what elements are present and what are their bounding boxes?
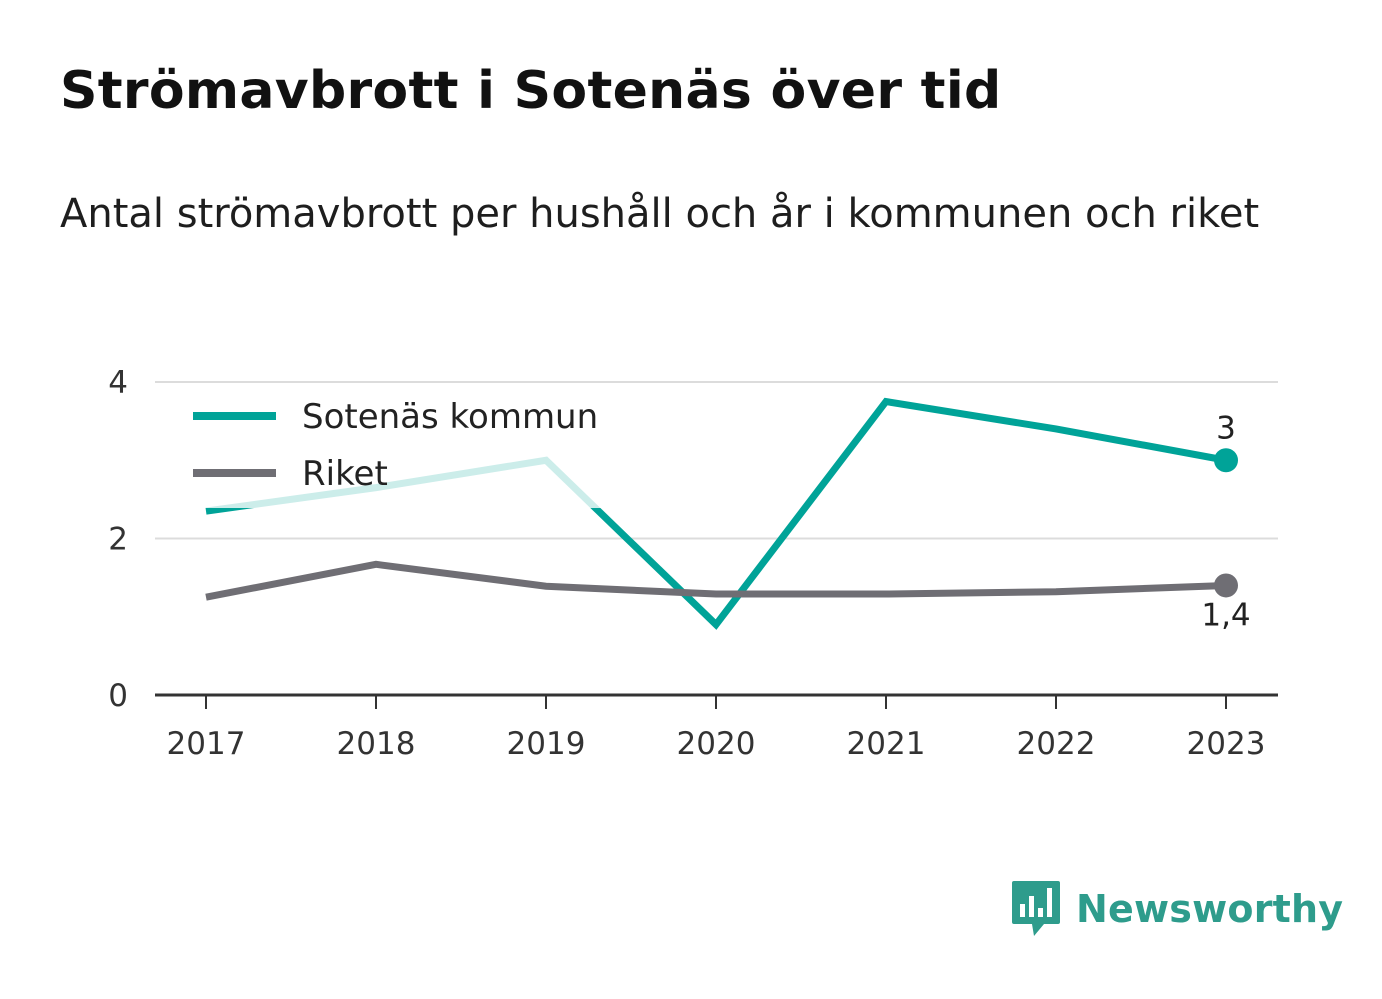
y-tick-label: 0 — [108, 678, 128, 714]
legend-label-0: Sotenäs kommun — [302, 397, 598, 437]
data-labels: 31,4 — [1201, 410, 1250, 633]
y-tick-label: 4 — [108, 365, 128, 401]
x-tick-label: 2018 — [337, 726, 416, 762]
chart-subtitle: Antal strömavbrott per hushåll och år i … — [60, 191, 1260, 237]
x-tick-label: 2023 — [1187, 726, 1266, 762]
series-end-marker-1 — [1214, 573, 1238, 598]
legend: Sotenäs kommun Riket — [160, 386, 620, 508]
y-tick-label: 2 — [108, 522, 128, 558]
x-tick-label: 2019 — [507, 726, 586, 762]
chart-title: Strömavbrott i Sotenäs över tid — [60, 61, 1002, 121]
x-tick-label: 2020 — [677, 726, 756, 762]
legend-background — [160, 386, 620, 508]
end-value-label-1: 1,4 — [1201, 597, 1250, 633]
x-tick-label: 2017 — [167, 726, 246, 762]
legend-label-1: Riket — [302, 454, 388, 494]
series-line-1 — [205, 560, 1227, 601]
brand-logo: Newsworthy — [1010, 878, 1343, 940]
x-tick-label: 2022 — [1017, 726, 1096, 762]
newsworthy-logo-icon — [1012, 881, 1060, 936]
series-end-marker-0 — [1214, 448, 1238, 473]
axes: 0 2 4 2017 2018 2019 2020 2021 2022 2023 — [108, 365, 1278, 762]
x-tick-label: 2021 — [847, 726, 926, 762]
grid-lines — [155, 381, 1278, 540]
brand-name: Newsworthy — [1076, 887, 1344, 931]
end-value-label-0: 3 — [1216, 410, 1236, 446]
